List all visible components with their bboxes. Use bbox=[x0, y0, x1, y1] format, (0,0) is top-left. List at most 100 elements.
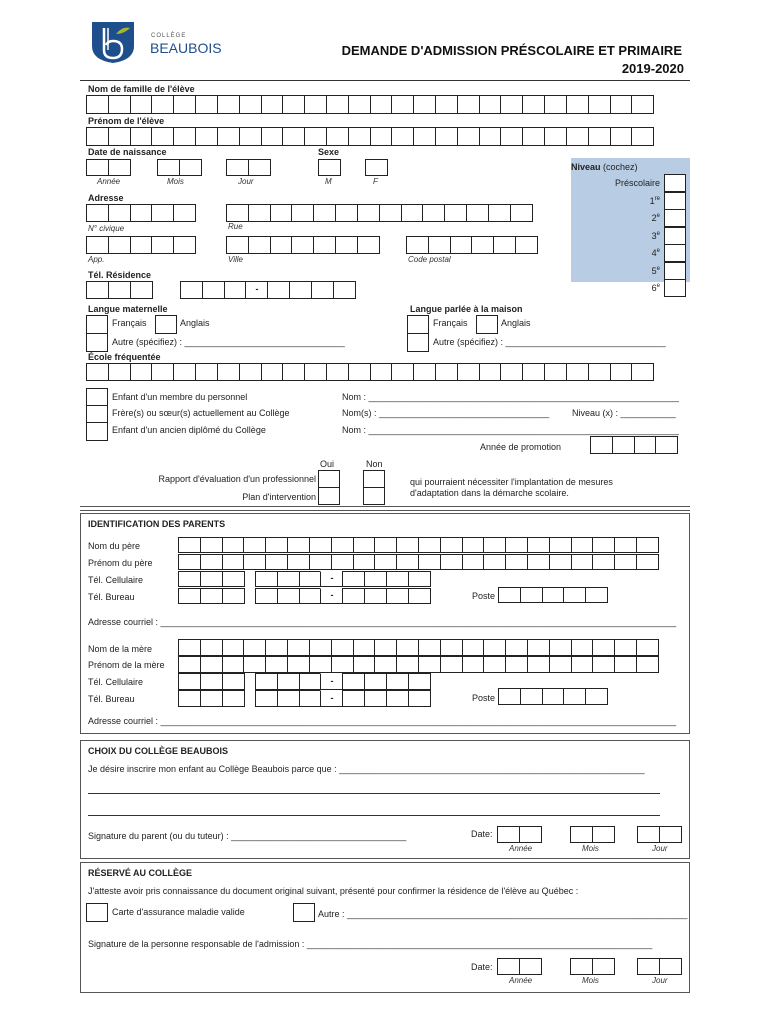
char-box[interactable] bbox=[385, 673, 409, 690]
char-box[interactable] bbox=[636, 639, 660, 656]
char-box[interactable] bbox=[527, 554, 550, 570]
char-box[interactable] bbox=[269, 204, 293, 222]
char-box[interactable] bbox=[291, 204, 315, 222]
char-box[interactable] bbox=[226, 204, 249, 222]
char-box[interactable] bbox=[544, 127, 568, 146]
char-box[interactable] bbox=[461, 554, 485, 570]
char-box[interactable] bbox=[487, 204, 511, 222]
char-box[interactable] bbox=[396, 537, 420, 553]
char-box[interactable] bbox=[570, 826, 593, 843]
char-box[interactable] bbox=[255, 588, 278, 604]
char-box[interactable] bbox=[313, 236, 337, 254]
char-box[interactable] bbox=[631, 127, 655, 146]
char-box[interactable] bbox=[417, 639, 441, 656]
char-box[interactable] bbox=[655, 436, 679, 454]
father-name-boxes[interactable] bbox=[178, 537, 660, 553]
char-box[interactable] bbox=[298, 571, 322, 587]
char-box[interactable] bbox=[221, 656, 245, 673]
char-box[interactable] bbox=[461, 537, 485, 553]
reason-line-2[interactable] bbox=[88, 793, 660, 794]
char-box[interactable] bbox=[178, 588, 201, 604]
char-box[interactable] bbox=[614, 537, 638, 553]
char-box[interactable] bbox=[565, 127, 589, 146]
other-document-checkbox[interactable] bbox=[293, 903, 315, 922]
char-box[interactable] bbox=[247, 159, 271, 176]
char-box[interactable] bbox=[636, 554, 660, 570]
char-box[interactable] bbox=[587, 363, 611, 381]
char-box[interactable] bbox=[614, 554, 638, 570]
char-box[interactable] bbox=[298, 690, 322, 707]
char-box[interactable] bbox=[518, 958, 542, 975]
char-box[interactable] bbox=[129, 127, 153, 146]
char-box[interactable] bbox=[238, 363, 262, 381]
sex-f-box[interactable] bbox=[365, 159, 388, 176]
char-box[interactable] bbox=[325, 363, 349, 381]
char-box[interactable] bbox=[444, 204, 468, 222]
mother-cell-number-boxes[interactable]: - bbox=[255, 673, 431, 690]
char-box[interactable] bbox=[342, 588, 366, 604]
char-box[interactable] bbox=[609, 363, 633, 381]
char-box[interactable] bbox=[385, 588, 409, 604]
char-box[interactable] bbox=[325, 127, 349, 146]
mother-first-name-boxes[interactable] bbox=[178, 656, 660, 673]
char-box[interactable] bbox=[505, 656, 529, 673]
char-box[interactable] bbox=[129, 204, 153, 222]
char-box[interactable] bbox=[527, 656, 550, 673]
char-box[interactable] bbox=[614, 656, 638, 673]
char-box[interactable] bbox=[435, 95, 458, 114]
char-box[interactable] bbox=[565, 95, 589, 114]
char-box[interactable] bbox=[522, 127, 546, 146]
char-box[interactable] bbox=[330, 554, 354, 570]
char-box[interactable] bbox=[570, 656, 594, 673]
birth-day-boxes[interactable] bbox=[226, 159, 271, 176]
char-box[interactable] bbox=[385, 571, 409, 587]
char-box[interactable] bbox=[199, 588, 223, 604]
mother-ext-boxes[interactable] bbox=[498, 688, 609, 705]
char-box[interactable] bbox=[318, 159, 341, 176]
char-box[interactable] bbox=[505, 537, 529, 553]
char-box[interactable] bbox=[298, 673, 322, 690]
char-box[interactable] bbox=[587, 95, 611, 114]
char-box[interactable] bbox=[483, 639, 507, 656]
health-card-checkbox[interactable] bbox=[86, 903, 108, 922]
char-box[interactable] bbox=[276, 571, 300, 587]
char-box[interactable] bbox=[221, 639, 245, 656]
char-box[interactable] bbox=[243, 554, 267, 570]
char-box[interactable] bbox=[243, 537, 267, 553]
char-box[interactable] bbox=[238, 127, 262, 146]
char-box[interactable] bbox=[518, 826, 542, 843]
char-box[interactable] bbox=[519, 688, 543, 705]
char-box[interactable] bbox=[636, 537, 660, 553]
char-box[interactable] bbox=[276, 588, 300, 604]
char-box[interactable] bbox=[178, 159, 202, 176]
char-box[interactable] bbox=[396, 639, 420, 656]
char-box[interactable] bbox=[407, 673, 431, 690]
char-box[interactable] bbox=[497, 958, 520, 975]
last-name-boxes[interactable] bbox=[86, 95, 655, 114]
char-box[interactable] bbox=[86, 281, 109, 299]
parent-signature-field[interactable]: Signature du parent (ou du tuteur) : ___… bbox=[88, 831, 407, 841]
char-box[interactable] bbox=[522, 95, 546, 114]
char-box[interactable] bbox=[287, 639, 311, 656]
char-box[interactable]: - bbox=[320, 588, 344, 604]
char-box[interactable] bbox=[195, 127, 219, 146]
char-box[interactable]: - bbox=[245, 281, 269, 299]
char-box[interactable] bbox=[282, 95, 306, 114]
reason-line-3[interactable] bbox=[88, 815, 660, 816]
char-box[interactable] bbox=[243, 656, 267, 673]
char-box[interactable] bbox=[173, 95, 197, 114]
char-box[interactable] bbox=[592, 656, 616, 673]
char-box[interactable] bbox=[570, 554, 594, 570]
apt-boxes[interactable] bbox=[86, 236, 197, 254]
char-box[interactable] bbox=[461, 656, 485, 673]
char-box[interactable] bbox=[221, 571, 245, 587]
char-box[interactable] bbox=[413, 363, 437, 381]
char-box[interactable] bbox=[129, 95, 153, 114]
char-box[interactable] bbox=[151, 127, 175, 146]
char-box[interactable] bbox=[178, 673, 201, 690]
first-name-boxes[interactable] bbox=[86, 127, 655, 146]
char-box[interactable] bbox=[456, 127, 480, 146]
char-box[interactable] bbox=[267, 281, 291, 299]
char-box[interactable] bbox=[407, 571, 431, 587]
char-box[interactable] bbox=[541, 688, 565, 705]
